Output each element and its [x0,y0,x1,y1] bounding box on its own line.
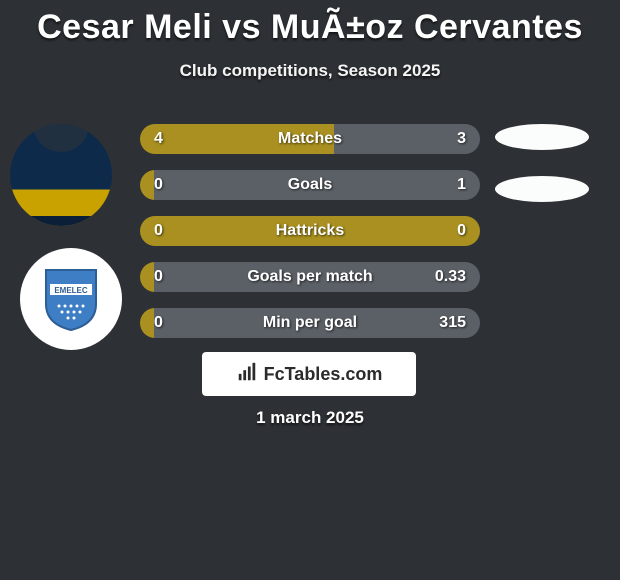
stat-row-goals: 0 Goals 1 [140,170,480,200]
comparison-card: Cesar Meli vs MuÃ±oz Cervantes Club comp… [0,0,620,580]
stat-row-matches: 4 Matches 3 [140,124,480,154]
stat-right-value: 1 [457,170,466,200]
stat-row-hattricks: 0 Hattricks 0 [140,216,480,246]
stat-label: Min per goal [140,308,480,338]
page-subtitle: Club competitions, Season 2025 [0,61,620,81]
stat-row-gpm: 0 Goals per match 0.33 [140,262,480,292]
player1-jersey [10,124,112,226]
club-shield-icon: EMELEC [42,266,100,332]
page-title: Cesar Meli vs MuÃ±oz Cervantes [0,0,620,47]
brand-text: FcTables.com [264,364,383,385]
stat-right-value: 0 [457,216,466,246]
stats-column: 4 Matches 3 0 Goals 1 0 Hattricks 0 0 Go… [140,124,480,354]
player2-club-badge: EMELEC [20,248,122,350]
date-text: 1 march 2025 [0,408,620,428]
stat-row-mpg: 0 Min per goal 315 [140,308,480,338]
player2-avatar: EMELEC [20,248,122,350]
stat-right-value: 0.33 [435,262,466,292]
player1-avatar [10,124,112,226]
side-pill-2 [495,176,589,202]
stat-right-value: 315 [439,308,466,338]
stat-label: Matches [140,124,480,154]
club-text: EMELEC [54,286,88,295]
side-pill-1 [495,124,589,150]
stat-label: Goals [140,170,480,200]
brand-box[interactable]: FcTables.com [202,352,416,396]
chart-bars-icon [236,361,258,388]
stat-label: Goals per match [140,262,480,292]
stat-right-value: 3 [457,124,466,154]
stat-label: Hattricks [140,216,480,246]
